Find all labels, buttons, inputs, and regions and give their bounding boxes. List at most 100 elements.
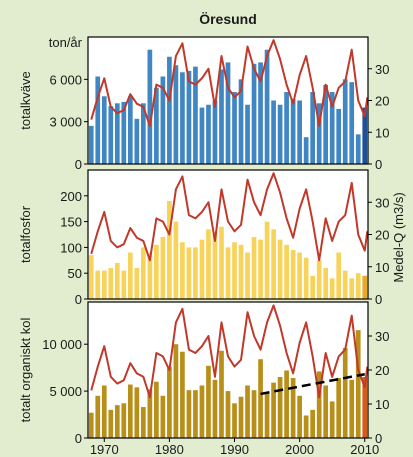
bar bbox=[271, 229, 276, 299]
y2-tick-label: 20 bbox=[375, 94, 389, 109]
bar bbox=[232, 403, 237, 438]
bar bbox=[355, 273, 361, 299]
panel-frame bbox=[87, 301, 369, 439]
unit-label: ton/år bbox=[49, 35, 83, 50]
bar bbox=[154, 87, 159, 164]
bar bbox=[362, 377, 368, 438]
bar bbox=[167, 56, 172, 165]
bar bbox=[186, 247, 192, 299]
bar bbox=[154, 244, 159, 299]
bar bbox=[290, 249, 296, 299]
bar bbox=[342, 79, 348, 164]
y-tick-label: 0 bbox=[75, 431, 82, 446]
bar bbox=[88, 255, 94, 299]
y2-tick-label: 20 bbox=[375, 228, 389, 243]
bar bbox=[180, 242, 185, 299]
bar bbox=[225, 391, 231, 438]
bar bbox=[121, 403, 127, 438]
bar bbox=[206, 365, 211, 438]
bar bbox=[180, 72, 185, 164]
bar bbox=[212, 379, 218, 438]
bar bbox=[329, 278, 335, 299]
bar bbox=[134, 268, 140, 299]
bar bbox=[199, 107, 205, 164]
bar bbox=[219, 226, 224, 299]
bar bbox=[297, 395, 302, 438]
bar bbox=[160, 237, 166, 299]
bar bbox=[264, 392, 270, 438]
bar bbox=[186, 70, 192, 164]
bar bbox=[329, 92, 335, 164]
bar bbox=[88, 125, 94, 164]
y2-tick-label: 0 bbox=[375, 157, 382, 172]
y2-tick-label: 20 bbox=[375, 363, 389, 378]
y2-tick-label: 0 bbox=[375, 292, 382, 307]
bar bbox=[95, 76, 101, 164]
bar bbox=[251, 63, 257, 165]
bar bbox=[336, 377, 342, 438]
bar bbox=[277, 104, 283, 164]
bar bbox=[121, 101, 127, 164]
bar bbox=[284, 244, 289, 299]
bar bbox=[362, 275, 368, 299]
y-tick-label: 150 bbox=[60, 215, 82, 230]
bar bbox=[114, 405, 120, 438]
bar bbox=[284, 92, 289, 164]
bar bbox=[95, 270, 101, 299]
bar bbox=[264, 49, 270, 165]
bar bbox=[160, 395, 166, 438]
bar bbox=[95, 395, 101, 438]
bar bbox=[245, 252, 250, 299]
bar bbox=[114, 262, 120, 299]
y2-tick-label: 30 bbox=[375, 62, 389, 77]
bar bbox=[258, 62, 263, 164]
bar bbox=[323, 84, 329, 164]
bar bbox=[212, 100, 218, 164]
bar bbox=[238, 396, 244, 438]
bar bbox=[297, 100, 302, 164]
bar bbox=[206, 104, 211, 164]
bar bbox=[251, 237, 257, 299]
bar bbox=[141, 103, 146, 164]
bar bbox=[101, 385, 107, 438]
bar bbox=[238, 79, 244, 164]
bar bbox=[101, 96, 107, 164]
y2-tick-label: 30 bbox=[375, 195, 389, 210]
bar bbox=[271, 382, 276, 438]
bar bbox=[336, 252, 342, 299]
bar bbox=[310, 275, 315, 299]
bar bbox=[349, 82, 355, 164]
bar bbox=[251, 390, 257, 438]
y-tick-label: 200 bbox=[60, 189, 82, 204]
trend-line bbox=[260, 372, 365, 396]
bar bbox=[316, 260, 322, 299]
bar bbox=[127, 252, 133, 299]
bar bbox=[193, 390, 198, 438]
bar bbox=[342, 270, 348, 299]
bar bbox=[108, 106, 114, 164]
y-tick-label: 5 000 bbox=[49, 384, 82, 399]
bar bbox=[206, 229, 211, 299]
bar bbox=[258, 359, 263, 438]
bar bbox=[342, 347, 348, 438]
bar bbox=[355, 134, 361, 164]
bar bbox=[101, 270, 107, 299]
bar bbox=[212, 231, 218, 299]
bar bbox=[258, 239, 263, 299]
bar bbox=[108, 268, 114, 299]
bar bbox=[303, 257, 309, 299]
bar bbox=[186, 390, 192, 438]
bar bbox=[88, 412, 94, 438]
flow-line bbox=[90, 304, 369, 399]
bar bbox=[167, 200, 172, 299]
y-axis-label: totalfosfor bbox=[18, 205, 33, 263]
panel-frame bbox=[87, 169, 369, 300]
bar bbox=[355, 330, 361, 438]
bar bbox=[316, 103, 322, 164]
x-tick-label: 1970 bbox=[90, 442, 119, 457]
bar bbox=[199, 239, 205, 299]
x-tick-label: 1980 bbox=[155, 442, 184, 457]
bar bbox=[147, 389, 153, 438]
panel-frame bbox=[87, 36, 369, 165]
